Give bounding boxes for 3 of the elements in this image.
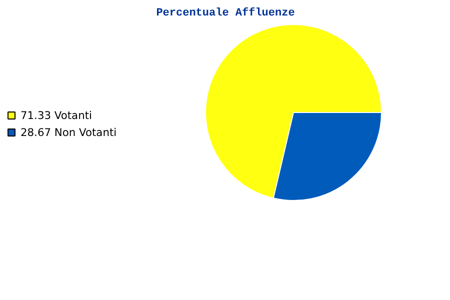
chart-title: Percentuale Affluenze [156,6,296,20]
legend-label: 28.67 Non Votanti [20,126,117,139]
legend-label: 71.33 Votanti [20,109,92,122]
